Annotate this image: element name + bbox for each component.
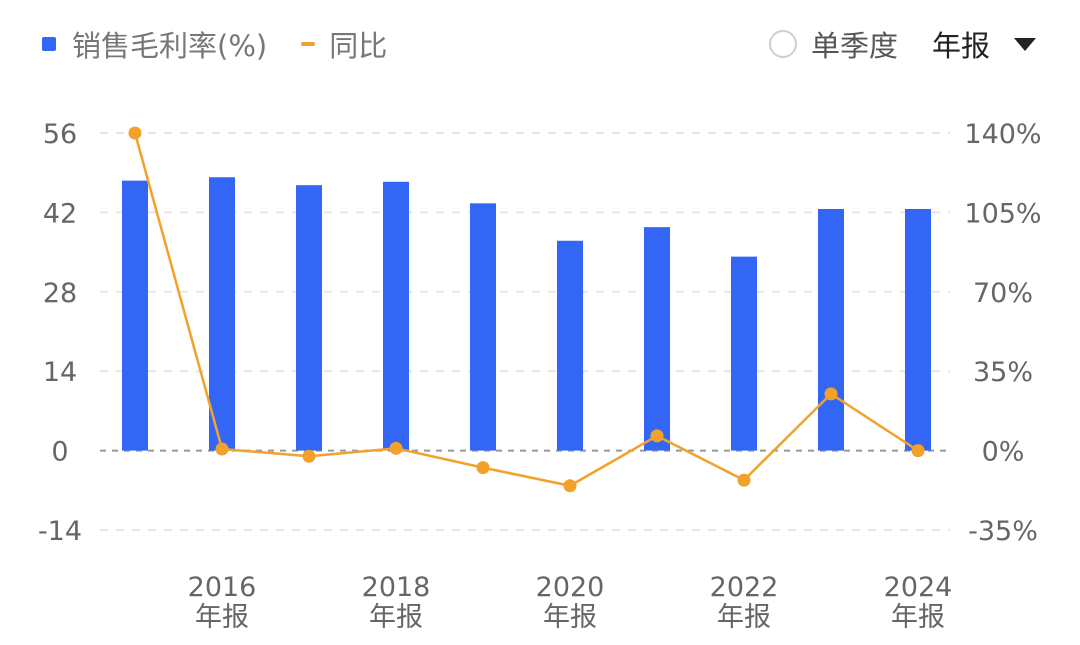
bar-2019: [470, 203, 496, 451]
yoy-point-2022: [737, 473, 751, 487]
left-tick-label: 28: [43, 278, 77, 309]
yoy-line: [133, 132, 919, 488]
x-tick-year: 2024: [884, 572, 953, 603]
yoy-point-2023: [824, 387, 838, 401]
bar-2022: [731, 256, 757, 451]
yoy-point-2016: [215, 442, 229, 456]
left-tick-label: 0: [51, 437, 68, 468]
x-tick-period: 年报: [891, 602, 945, 633]
right-tick-label: 140%: [964, 119, 1041, 150]
yoy-point-2019: [476, 461, 490, 475]
chart-legend: 销售毛利率(%) 同比: [42, 22, 421, 66]
x-tick-year: 2016: [188, 572, 257, 603]
yoy-point-2020: [563, 479, 577, 493]
bar-2021: [644, 227, 670, 451]
bar-2018: [383, 181, 409, 451]
yoy-point-2021: [650, 429, 664, 443]
bar-2015: [122, 180, 148, 451]
x-tick-year: 2022: [710, 572, 779, 603]
legend-label-yoy: 同比: [329, 29, 388, 63]
bar-2016: [209, 177, 235, 451]
caret-down-icon[interactable]: [1014, 37, 1036, 51]
right-tick-label: 35%: [973, 357, 1033, 388]
right-tick-label: 105%: [964, 198, 1041, 229]
bar-2020: [557, 240, 583, 451]
x-tick-period: 年报: [369, 602, 423, 633]
right-tick-label: 70%: [973, 278, 1033, 309]
x-tick-year: 2020: [536, 572, 605, 603]
left-tick-label: -14: [38, 516, 82, 547]
left-tick-label: 56: [43, 119, 77, 150]
x-tick-period: 年报: [543, 602, 597, 633]
yoy-point-2018: [389, 441, 403, 455]
x-tick-year: 2018: [362, 572, 431, 603]
yoy-point-2015: [128, 126, 142, 140]
right-tick-label: 0%: [982, 437, 1025, 468]
right-tick-label: -35%: [968, 516, 1038, 547]
period-dropdown[interactable]: 年报: [932, 23, 1036, 65]
bar-2023: [818, 208, 844, 451]
legend-item-gross-margin[interactable]: 销售毛利率(%): [42, 23, 267, 65]
period-dropdown-value[interactable]: 年报: [931, 29, 990, 63]
yoy-point-2017: [302, 449, 316, 463]
yoy-point-2024: [911, 444, 925, 458]
left-tick-label: 42: [43, 198, 77, 229]
bar-2017: [296, 185, 322, 451]
bar-swatch-icon: [42, 37, 56, 51]
chart-controls: 单季度 年报: [768, 22, 1036, 66]
single-quarter-label[interactable]: 单季度: [810, 29, 898, 63]
x-tick-period: 年报: [195, 602, 249, 633]
single-quarter-radio[interactable]: [768, 30, 797, 58]
line-swatch-icon: [301, 42, 316, 46]
legend-item-yoy[interactable]: 同比: [301, 23, 387, 65]
bar-2024: [905, 208, 931, 451]
legend-label-gross-margin: 销售毛利率(%): [72, 29, 268, 63]
x-tick-period: 年报: [717, 602, 771, 633]
left-tick-label: 14: [43, 357, 77, 388]
